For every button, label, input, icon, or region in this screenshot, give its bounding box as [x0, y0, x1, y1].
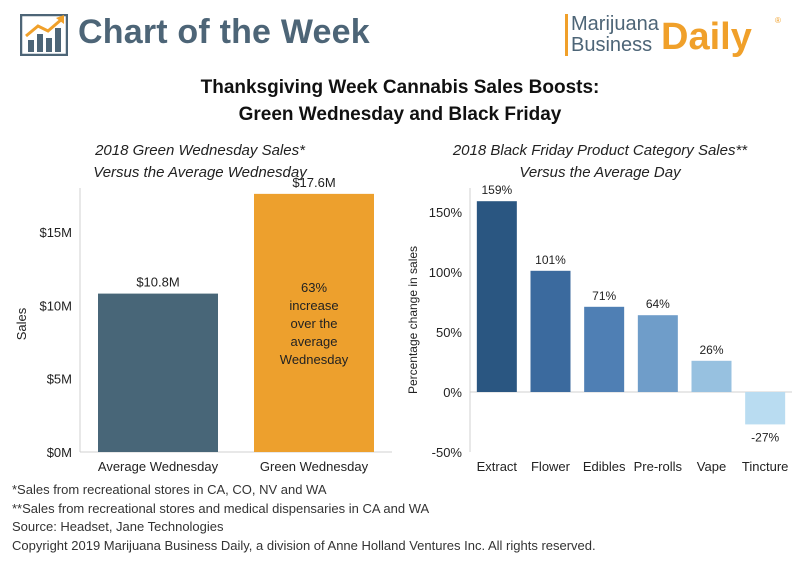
main-title-line-2: Green Wednesday and Black Friday — [238, 104, 562, 125]
y-tick-label: $5M — [47, 372, 72, 387]
y-tick-label: $15M — [39, 225, 72, 240]
bar-annotation-line: Wednesday — [280, 352, 349, 367]
y-tick-label: 150% — [429, 205, 463, 220]
y-tick-label: 0% — [443, 385, 462, 400]
data-label: 26% — [699, 343, 723, 357]
chart2-subtitle-line-2: Versus the Average Day — [519, 164, 681, 181]
bar-annotation-line: average — [291, 334, 338, 349]
data-label: $17.6M — [292, 175, 335, 190]
chart2-subtitle-line-1: 2018 Black Friday Product Category Sales… — [452, 142, 748, 159]
brand-line-2: Business — [571, 34, 653, 56]
y-tick-label: $10M — [39, 298, 72, 313]
chart1-subtitle-line-2: Versus the Average Wednesday — [93, 164, 307, 181]
y-axis-label: Sales — [14, 307, 29, 340]
footnote-1: *Sales from recreational stores in CA, C… — [12, 482, 327, 497]
bar-green-wednesday — [254, 193, 374, 452]
data-label: $10.8M — [136, 275, 179, 290]
x-tick-label: Pre-rolls — [634, 459, 683, 474]
bar-annotation-line: 63% — [301, 280, 327, 295]
footnote-2: **Sales from recreational stores and med… — [12, 500, 430, 516]
bar-average-wednesday — [98, 293, 218, 452]
y-tick-label: 50% — [436, 325, 462, 340]
bar-annotation-line: over the — [291, 316, 338, 331]
bar-edibles — [584, 306, 625, 392]
y-tick-label: 100% — [429, 265, 463, 280]
y-tick-label: $0M — [47, 445, 72, 460]
bar-tincture — [745, 392, 786, 425]
bar-annotation-line: increase — [289, 298, 338, 313]
x-tick-label: Vape — [697, 459, 726, 474]
brand-line-3: Daily — [661, 16, 752, 58]
chart2-subtitle: 2018 Black Friday Product Category Sales… — [400, 140, 800, 184]
x-tick-label: Average Wednesday — [98, 459, 219, 474]
chart1-subtitle: 2018 Green Wednesday Sales* Versus the A… — [0, 140, 400, 184]
x-tick-label: Tincture — [742, 459, 788, 474]
brand-logo: Marijuana Business Daily ® — [565, 10, 787, 60]
y-axis-label: Percentage change in sales — [406, 246, 420, 394]
x-tick-label: Extract — [477, 459, 518, 474]
x-tick-label: Flower — [531, 459, 571, 474]
data-label: -27% — [751, 430, 779, 444]
main-title-line-1: Thanksgiving Week Cannabis Sales Boosts: — [200, 77, 600, 98]
bar-extract — [476, 201, 517, 392]
x-tick-label: Green Wednesday — [260, 459, 369, 474]
header: Chart of the Week Marijuana Business Dai… — [0, 0, 800, 64]
copyright-note: Copyright 2019 Marijuana Business Daily,… — [12, 537, 596, 553]
section-title: Chart of the Week — [78, 13, 370, 51]
brand-line-1: Marijuana — [571, 13, 659, 35]
data-label: 159% — [481, 183, 512, 197]
brand-accent-bar — [565, 14, 568, 56]
bar-chart-trend-icon — [20, 14, 68, 56]
main-title: Thanksgiving Week Cannabis Sales Boosts:… — [0, 74, 800, 128]
bar-flower — [530, 270, 571, 392]
data-label: 71% — [592, 289, 616, 303]
brand-registered-mark: ® — [775, 16, 781, 25]
data-label: 101% — [535, 253, 566, 267]
x-tick-label: Edibles — [583, 459, 626, 474]
source-note: Source: Headset, Jane Technologies — [12, 519, 224, 534]
chart1-subtitle-line-1: 2018 Green Wednesday Sales* — [95, 142, 305, 159]
data-label: 64% — [646, 297, 670, 311]
bar-pre-rolls — [637, 315, 678, 392]
footnotes: *Sales from recreational stores in CA, C… — [12, 481, 596, 555]
y-tick-label: -50% — [432, 445, 463, 460]
bar-vape — [691, 360, 732, 392]
